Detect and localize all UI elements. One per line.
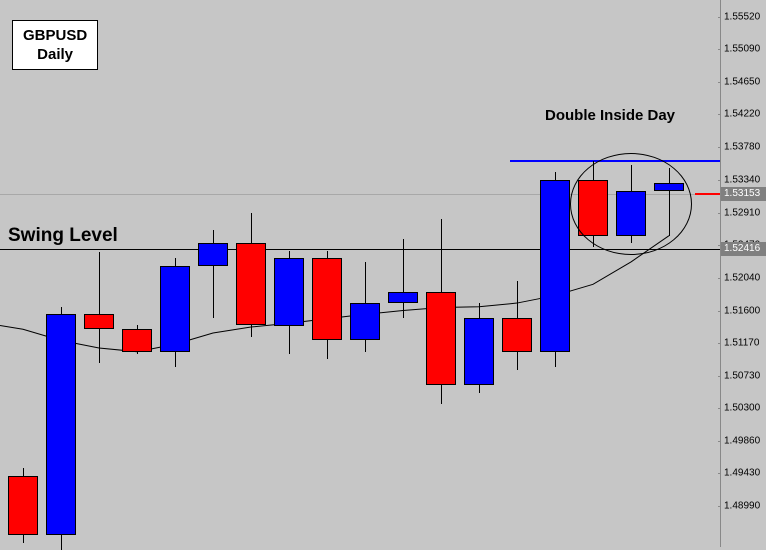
candle-body bbox=[46, 314, 76, 535]
price-tick-label: 1.49430 bbox=[724, 467, 760, 478]
price-marker: 1.53153 bbox=[721, 187, 766, 201]
chart-title-box: GBPUSD Daily bbox=[12, 20, 98, 70]
candle-body bbox=[350, 303, 380, 340]
candle-body bbox=[160, 266, 190, 352]
moving-average-line bbox=[0, 0, 720, 547]
timeframe-label: Daily bbox=[23, 46, 87, 63]
swing-level-label: Swing Level bbox=[8, 225, 118, 247]
current-price-line bbox=[695, 193, 720, 195]
price-tick-label: 1.54650 bbox=[724, 77, 760, 88]
price-tick-label: 1.50300 bbox=[724, 402, 760, 413]
instrument-label: GBPUSD bbox=[23, 27, 87, 44]
price-tick-label: 1.52040 bbox=[724, 272, 760, 283]
price-tick-label: 1.55520 bbox=[724, 12, 760, 23]
candle-body bbox=[540, 180, 570, 352]
candle-body bbox=[388, 292, 418, 303]
price-tick-label: 1.51170 bbox=[724, 337, 759, 348]
candle-body bbox=[8, 476, 38, 535]
candle-wick bbox=[403, 239, 404, 318]
candle-body bbox=[464, 318, 494, 385]
price-tick-label: 1.52910 bbox=[724, 207, 760, 218]
price-tick-label: 1.54220 bbox=[724, 109, 760, 120]
candle-body bbox=[236, 243, 266, 325]
candle-body bbox=[198, 243, 228, 265]
price-tick-label: 1.51600 bbox=[724, 305, 760, 316]
price-axis: 1.55520 1.55090 1.54650 1.54220 1.53780 1.533… bbox=[720, 0, 766, 547]
price-tick-label: 1.53340 bbox=[724, 175, 760, 186]
candle-wick bbox=[99, 252, 100, 363]
candle-body bbox=[312, 258, 342, 340]
candle-body bbox=[502, 318, 532, 352]
price-tick-label: 1.48990 bbox=[724, 500, 760, 511]
pattern-label: Double Inside Day bbox=[545, 107, 675, 124]
price-marker: 1.52416 bbox=[721, 242, 766, 256]
price-tick-label: 1.50730 bbox=[724, 370, 760, 381]
pattern-ellipse bbox=[570, 153, 692, 255]
candle-body bbox=[84, 314, 114, 329]
candle-body bbox=[426, 292, 456, 386]
candle-body bbox=[274, 258, 304, 325]
price-tick-label: 1.55090 bbox=[724, 44, 760, 55]
chart-plot-area bbox=[0, 0, 720, 547]
price-tick-label: 1.53780 bbox=[724, 142, 760, 153]
candle-body bbox=[122, 329, 152, 351]
price-tick-label: 1.49860 bbox=[724, 435, 760, 446]
